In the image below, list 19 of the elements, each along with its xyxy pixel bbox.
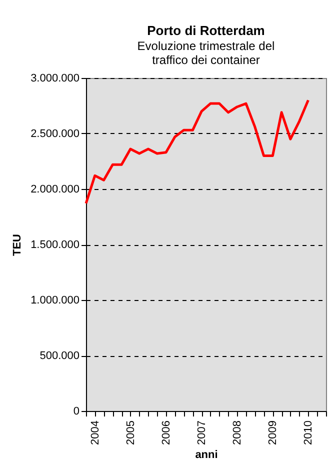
line-series (84, 98, 310, 205)
y-axis-title: TEU (12, 234, 24, 256)
x-tick-label: 2008 (232, 420, 244, 445)
x-axis-title: anni (195, 448, 218, 461)
y-tick-label: 0 (73, 406, 80, 418)
y-tick-label: 3.000.000 (30, 72, 80, 84)
y-tick-label: 500.000 (40, 350, 80, 362)
chart-subtitle: Evoluzione trimestrale del traffico dei container (137, 39, 275, 67)
x-tick-label: 2010 (302, 420, 315, 445)
y-tick-label: 2.500.000 (30, 128, 80, 140)
y-tick-label: 2.000.000 (30, 184, 80, 196)
y-tick-label: 1.000.000 (30, 294, 80, 306)
x-tick-label: 2005 (124, 420, 137, 445)
x-tick-label: 2004 (89, 420, 102, 445)
y-tick-label: 1.500.000 (30, 239, 80, 251)
x-tick-label: 2007 (196, 420, 208, 445)
x-tick-label: 2009 (267, 420, 280, 445)
chart-title: Porto di Rotterdam (147, 23, 265, 38)
x-tick-label: 2006 (160, 420, 172, 445)
